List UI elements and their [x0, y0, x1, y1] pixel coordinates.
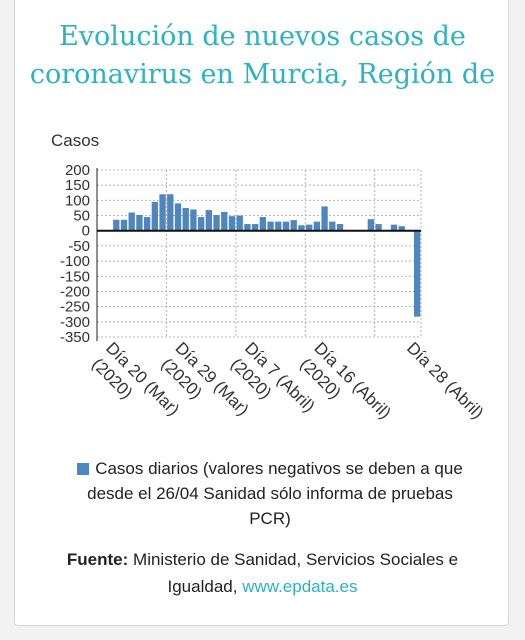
data-bar: [321, 206, 328, 231]
data-bar: [305, 224, 313, 231]
data-bar: [174, 203, 182, 231]
data-bar: [128, 212, 135, 231]
y-tick-label: -200: [60, 283, 90, 300]
x-tick-label: Día 28 (Abril): [403, 338, 487, 422]
y-tick-label: -150: [60, 268, 90, 285]
bar-chart: Casos 200150100500-50-100-150-200-250-300…: [51, 131, 487, 423]
data-bar: [275, 221, 282, 231]
data-bar: [367, 219, 375, 231]
data-bar: [143, 217, 151, 231]
chart-title: Evolución de nuevos casos de coronavirus…: [15, 18, 510, 94]
data-bar: [251, 224, 259, 231]
legend[interactable]: Casos diarios (valores negativos se debe…: [65, 456, 475, 531]
data-bar: [205, 210, 213, 231]
y-tick-label: 150: [65, 177, 90, 194]
y-tick-label: -350: [60, 329, 90, 346]
y-tick-label: -250: [60, 299, 90, 316]
data-bar: [336, 224, 344, 231]
legend-swatch: [77, 463, 90, 475]
data-bar: [120, 219, 128, 231]
data-bar: [159, 194, 166, 231]
data-bar: [375, 224, 382, 231]
title-line-1: Evolución de nuevos casos de: [59, 21, 466, 52]
y-tick-label: 100: [65, 192, 90, 209]
y-tick-label: 50: [73, 208, 90, 225]
title-line-2: coronavirus en Murcia, Región de: [29, 59, 496, 90]
data-bar: [290, 220, 297, 231]
data-bar: [413, 230, 421, 317]
data-bar: [298, 225, 305, 231]
data-bar: [313, 221, 321, 231]
y-tick-label: -50: [68, 238, 90, 255]
data-bar: [136, 214, 143, 231]
data-bar: [259, 217, 267, 231]
chart-card: Evolución de nuevos casos de coronavirus…: [14, 0, 509, 626]
y-axis-label: Casos: [51, 131, 99, 150]
data-bar: [329, 221, 336, 231]
data-bar: [236, 215, 243, 231]
data-bar: [228, 216, 236, 231]
source-link[interactable]: www.epdata.es: [242, 577, 358, 596]
data-bar: [197, 217, 205, 231]
y-tick-label: 200: [65, 162, 90, 179]
y-tick-label: -300: [60, 314, 90, 331]
legend-label: Casos diarios (valores negativos se debe…: [87, 459, 463, 528]
data-bar: [398, 226, 405, 231]
y-tick-label: -100: [60, 253, 90, 270]
source-note: Fuente: Ministerio de Sanidad, Servicios…: [55, 546, 470, 600]
source-prefix: Fuente:: [66, 550, 129, 569]
data-bar: [267, 221, 274, 231]
data-bar: [151, 201, 159, 231]
data-bar: [221, 211, 228, 231]
data-bar: [190, 209, 197, 231]
data-bar: [182, 207, 189, 231]
source-text: Ministerio de Sanidad, Servicios Sociale…: [133, 550, 459, 596]
data-bar: [213, 214, 220, 231]
data-bar: [390, 224, 398, 231]
data-bar: [282, 221, 290, 231]
y-tick-label: 0: [82, 223, 90, 240]
data-bar: [244, 224, 251, 231]
data-bar: [167, 194, 174, 231]
data-bar: [113, 219, 120, 231]
